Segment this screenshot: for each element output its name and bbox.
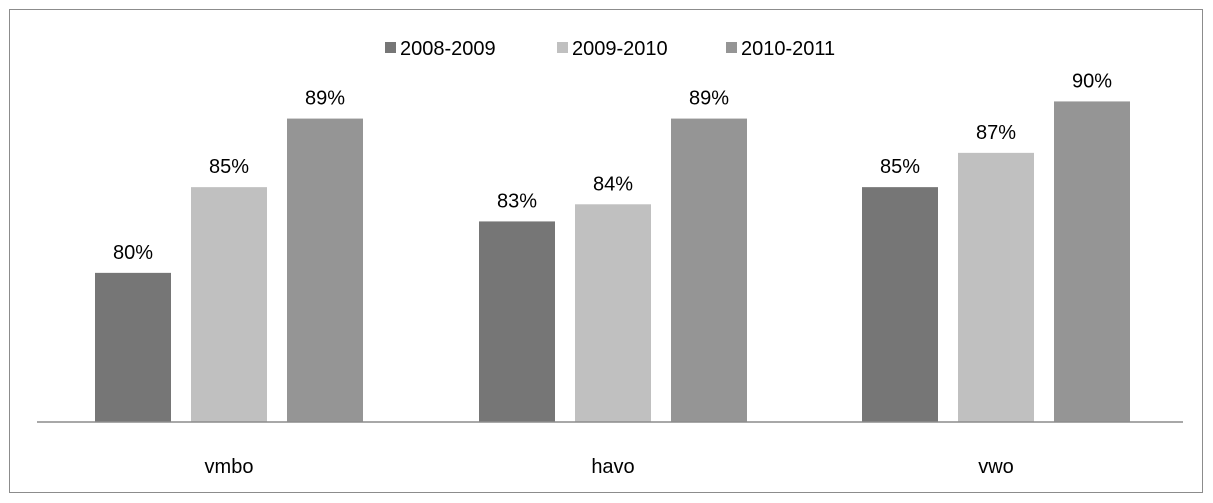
category-label-vwo: vwo bbox=[978, 456, 1014, 478]
category-label-vmbo: vmbo bbox=[205, 456, 254, 478]
bar-vwo-2009-2010 bbox=[958, 152, 1034, 422]
bar-vwo-2008-2009 bbox=[862, 187, 938, 422]
data-label-havo-2010-2011: 89% bbox=[689, 88, 729, 110]
legend-swatch-2010-2011 bbox=[726, 42, 737, 53]
legend-swatch-2009-2010 bbox=[557, 42, 568, 53]
data-label-vmbo-2008-2009: 80% bbox=[113, 242, 153, 264]
data-label-vwo-2009-2010: 87% bbox=[976, 122, 1016, 144]
bar-vmbo-2009-2010 bbox=[191, 187, 267, 422]
bar-havo-2009-2010 bbox=[575, 204, 651, 422]
data-label-havo-2009-2010: 84% bbox=[593, 173, 633, 195]
data-label-vmbo-2009-2010: 85% bbox=[209, 156, 249, 178]
legend-label-2009-2010: 2009-2010 bbox=[572, 38, 668, 60]
legend-swatch-2008-2009 bbox=[385, 42, 396, 53]
data-label-havo-2008-2009: 83% bbox=[497, 190, 537, 212]
bar-havo-2008-2009 bbox=[479, 221, 555, 422]
bar-vmbo-2008-2009 bbox=[95, 272, 171, 422]
data-labels: 80% 85% 89% 83% 84% 89% 85% 87% 90% bbox=[113, 70, 1112, 263]
data-label-vwo-2008-2009: 85% bbox=[880, 156, 920, 178]
data-label-vmbo-2010-2011: 89% bbox=[305, 88, 345, 110]
legend: 2008-2009 2009-2010 2010-2011 bbox=[385, 38, 835, 60]
bars bbox=[95, 101, 1130, 423]
bar-havo-2010-2011 bbox=[671, 118, 747, 423]
bar-vmbo-2010-2011 bbox=[287, 118, 363, 423]
category-labels: vmbo havo vwo bbox=[205, 456, 1014, 478]
legend-label-2010-2011: 2010-2011 bbox=[741, 38, 835, 60]
legend-label-2008-2009: 2008-2009 bbox=[400, 38, 496, 60]
category-label-havo: havo bbox=[591, 456, 634, 478]
bar-vwo-2010-2011 bbox=[1054, 101, 1130, 422]
data-label-vwo-2010-2011: 90% bbox=[1072, 70, 1112, 92]
